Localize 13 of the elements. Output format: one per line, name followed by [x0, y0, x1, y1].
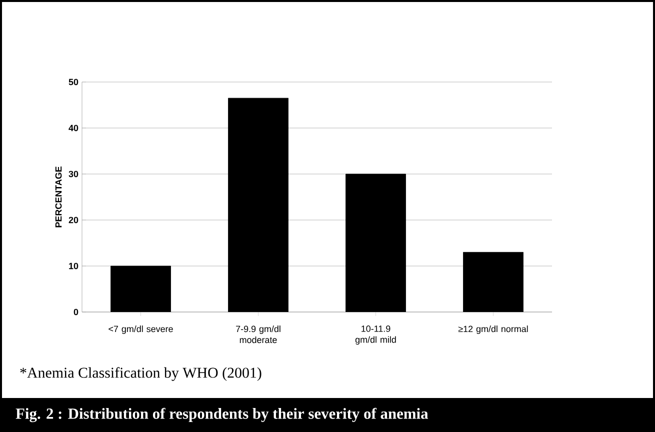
- text: *Anemia Classification by WHO (2001): [20, 367, 262, 381]
- y-tick-label: 10: [69, 262, 78, 270]
- y-tick-label: 50: [68, 78, 78, 86]
- y-tick-label: 30: [68, 170, 78, 178]
- y-axis-title: PERCENTAGE: [55, 166, 62, 228]
- x-tick-label: ≥12 gm/dl normal: [458, 326, 528, 334]
- y-tick-label: 40: [68, 124, 78, 132]
- y-tick-label: 20: [68, 216, 78, 224]
- x-tick-label: 10-11.9 gm/dl mild: [355, 326, 396, 345]
- x-tick-label: 7-9.9 gm/dl moderate: [236, 326, 280, 344]
- text: Fig. 2 : Distribution of respondents by their severity of anemia: [16, 408, 428, 422]
- x-tick-label: <7 gm/dl severe: [108, 326, 173, 334]
- y-tick-label: 0: [74, 308, 78, 316]
